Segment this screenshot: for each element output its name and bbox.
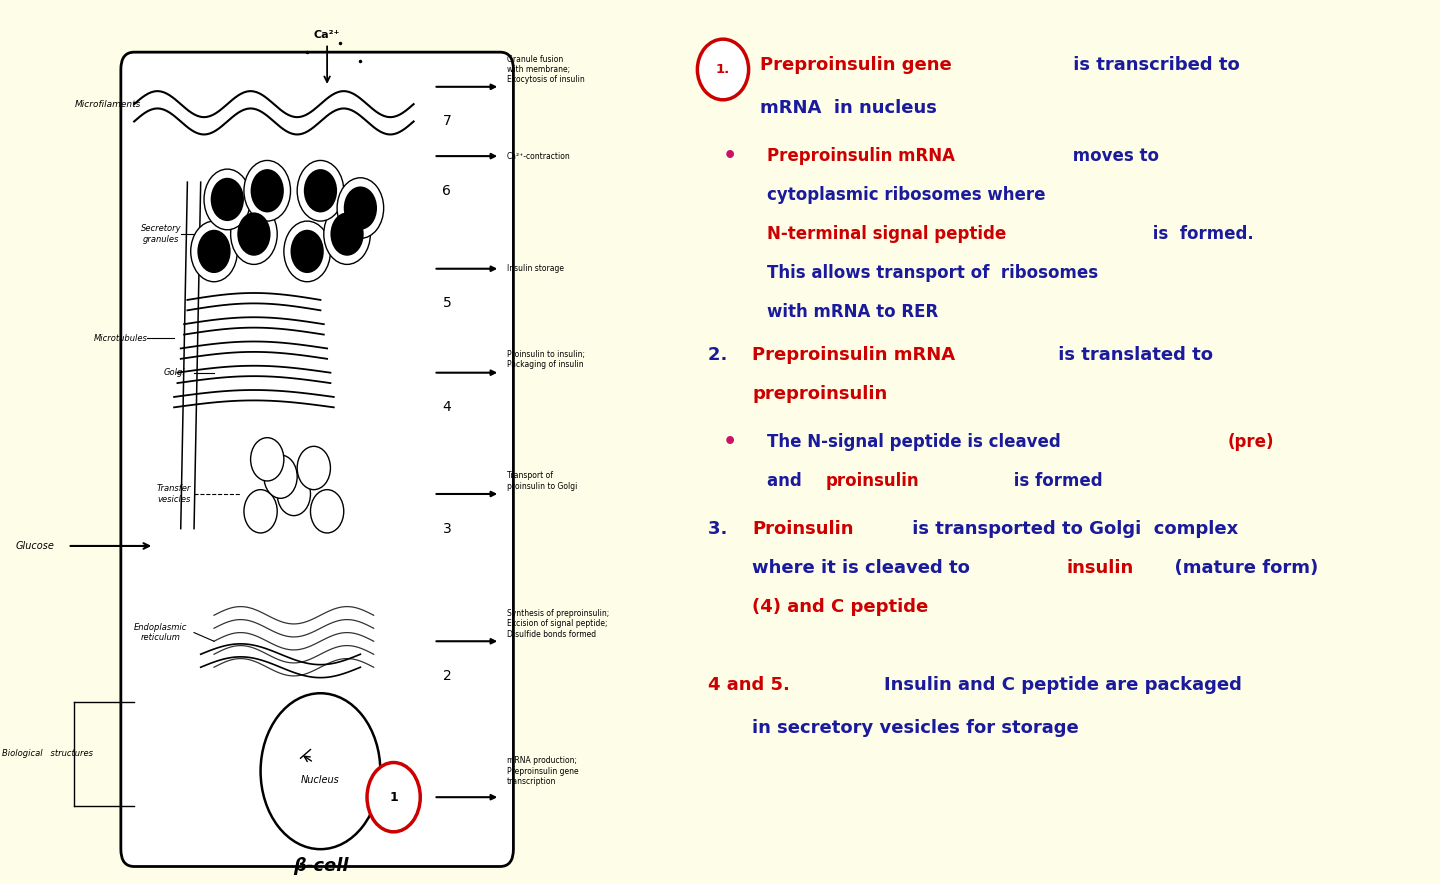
FancyBboxPatch shape xyxy=(121,52,514,866)
Text: 1.: 1. xyxy=(716,63,730,76)
Circle shape xyxy=(243,160,291,221)
Text: cytoplasmic ribosomes where: cytoplasmic ribosomes where xyxy=(768,187,1051,204)
Text: Transfer
vesicles: Transfer vesicles xyxy=(157,484,192,504)
Text: Insulin and C peptide are packaged: Insulin and C peptide are packaged xyxy=(884,675,1241,694)
Text: •: • xyxy=(723,432,737,452)
Circle shape xyxy=(230,204,278,264)
Text: The N-signal peptide is cleaved: The N-signal peptide is cleaved xyxy=(768,433,1067,451)
Text: Proinsulin to insulin;
Packaging of insulin: Proinsulin to insulin; Packaging of insu… xyxy=(507,350,585,370)
Text: Secretory
granules: Secretory granules xyxy=(141,225,181,244)
Text: 6: 6 xyxy=(442,184,451,198)
Text: with mRNA to RER: with mRNA to RER xyxy=(768,303,937,321)
Text: where it is cleaved to: where it is cleaved to xyxy=(752,559,976,576)
Circle shape xyxy=(264,455,297,499)
Text: 1: 1 xyxy=(389,790,397,804)
Text: 2: 2 xyxy=(442,669,451,683)
Text: moves to: moves to xyxy=(1067,147,1159,165)
Text: mRNA  in nucleus: mRNA in nucleus xyxy=(759,100,936,118)
Circle shape xyxy=(197,230,230,273)
Circle shape xyxy=(297,160,344,221)
Text: mRNA production;
Preproinsulin gene
transcription: mRNA production; Preproinsulin gene tran… xyxy=(507,757,579,786)
Text: Microtubules: Microtubules xyxy=(94,333,148,342)
Circle shape xyxy=(204,169,251,230)
Circle shape xyxy=(278,472,311,515)
Circle shape xyxy=(284,221,330,282)
Circle shape xyxy=(324,204,370,264)
Text: is translated to: is translated to xyxy=(1053,347,1214,364)
Text: β-cell: β-cell xyxy=(292,857,348,875)
Text: 3.: 3. xyxy=(708,520,734,537)
Text: 4: 4 xyxy=(442,400,451,415)
Circle shape xyxy=(251,169,284,212)
Text: and: and xyxy=(768,472,808,490)
Circle shape xyxy=(210,178,243,221)
Text: (mature form): (mature form) xyxy=(1162,559,1319,576)
Text: Granule fusion
with membrane;
Exocytosis of insulin: Granule fusion with membrane; Exocytosis… xyxy=(507,55,585,84)
Text: 7: 7 xyxy=(442,114,451,128)
Circle shape xyxy=(238,212,271,255)
Text: Endoplasmic
reticulum: Endoplasmic reticulum xyxy=(134,623,187,643)
Text: Nucleus: Nucleus xyxy=(301,775,340,785)
Circle shape xyxy=(304,169,337,212)
Circle shape xyxy=(251,438,284,481)
Text: Preproinsulin gene: Preproinsulin gene xyxy=(759,57,952,74)
Circle shape xyxy=(190,221,238,282)
Text: insulin: insulin xyxy=(1067,559,1135,576)
Text: Transport of
proinsulin to Golgi: Transport of proinsulin to Golgi xyxy=(507,471,577,491)
Text: 2.: 2. xyxy=(708,347,734,364)
Circle shape xyxy=(291,230,324,273)
Circle shape xyxy=(330,212,364,255)
Circle shape xyxy=(697,39,749,100)
Text: (pre): (pre) xyxy=(1228,433,1274,451)
Text: 4 and 5.: 4 and 5. xyxy=(708,675,796,694)
Text: 5: 5 xyxy=(442,296,451,310)
Text: Microfilaments: Microfilaments xyxy=(75,100,141,109)
Text: •: • xyxy=(723,146,737,166)
Text: in secretory vesicles for storage: in secretory vesicles for storage xyxy=(752,719,1079,737)
Text: is  formed.: is formed. xyxy=(1148,225,1254,243)
Circle shape xyxy=(337,178,383,239)
Text: Biological   structures: Biological structures xyxy=(3,750,94,758)
Text: Synthesis of preproinsulin;
Excision of signal peptide;
Disulfide bonds formed: Synthesis of preproinsulin; Excision of … xyxy=(507,609,609,639)
Circle shape xyxy=(344,187,377,230)
Text: is transported to Golgi  complex: is transported to Golgi complex xyxy=(906,520,1238,537)
Text: Preproinsulin mRNA: Preproinsulin mRNA xyxy=(768,147,955,165)
Text: Proinsulin: Proinsulin xyxy=(752,520,854,537)
Text: This allows transport of  ribosomes: This allows transport of ribosomes xyxy=(768,264,1099,282)
Circle shape xyxy=(311,490,344,533)
Text: Insulin storage: Insulin storage xyxy=(507,264,563,273)
Text: is formed: is formed xyxy=(1008,472,1103,490)
Circle shape xyxy=(243,490,278,533)
Circle shape xyxy=(261,693,380,850)
Text: proinsulin: proinsulin xyxy=(825,472,919,490)
Text: Preproinsulin mRNA: Preproinsulin mRNA xyxy=(752,347,955,364)
Text: preproinsulin: preproinsulin xyxy=(752,385,887,403)
Circle shape xyxy=(297,446,330,490)
Text: N-terminal signal peptide: N-terminal signal peptide xyxy=(768,225,1007,243)
Circle shape xyxy=(367,763,420,832)
Text: 3: 3 xyxy=(442,522,451,536)
Text: Golgi: Golgi xyxy=(163,369,184,377)
Text: (4) and C peptide: (4) and C peptide xyxy=(752,598,929,615)
Text: Ca²⁺-contraction: Ca²⁺-contraction xyxy=(507,152,570,161)
Text: Ca²⁺: Ca²⁺ xyxy=(314,30,340,40)
Text: is transcribed to: is transcribed to xyxy=(1067,57,1240,74)
Text: Glucose: Glucose xyxy=(16,541,55,551)
